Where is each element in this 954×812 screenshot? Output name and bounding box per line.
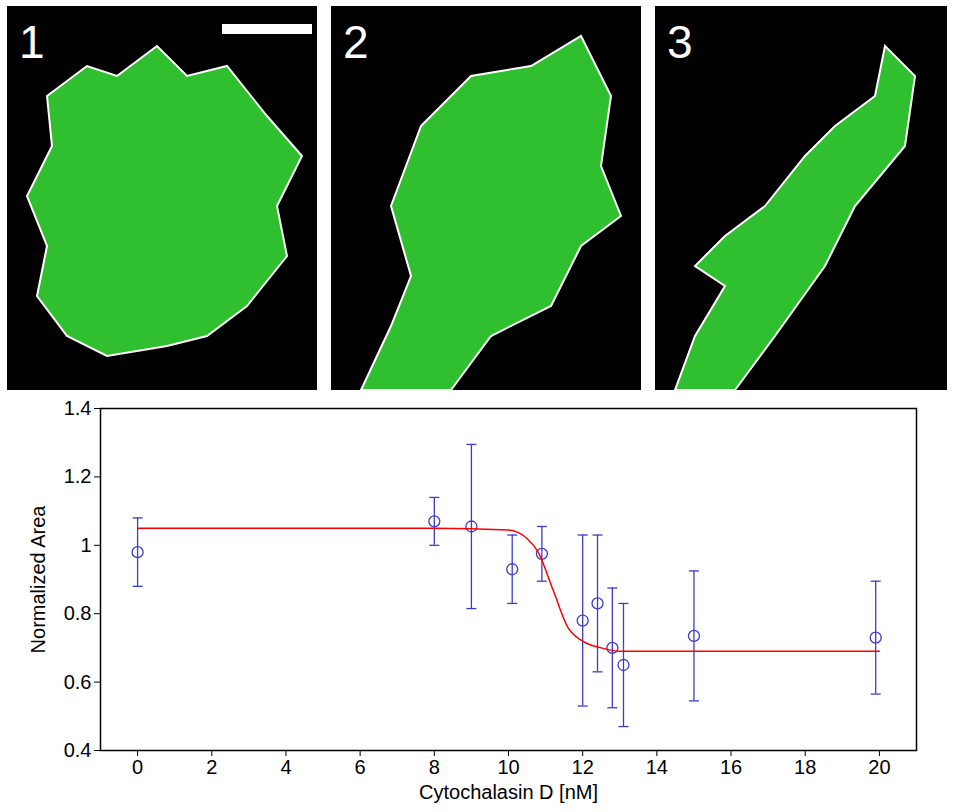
svg-text:0.8: 0.8 bbox=[64, 602, 92, 624]
svg-text:6: 6 bbox=[355, 756, 366, 778]
svg-text:4: 4 bbox=[280, 756, 291, 778]
svg-text:10: 10 bbox=[497, 756, 519, 778]
svg-text:2: 2 bbox=[343, 16, 369, 68]
svg-text:14: 14 bbox=[646, 756, 668, 778]
svg-text:Cytochalasin D [nM]: Cytochalasin D [nM] bbox=[419, 781, 598, 803]
svg-text:1: 1 bbox=[80, 534, 91, 556]
svg-text:16: 16 bbox=[720, 756, 742, 778]
svg-text:0: 0 bbox=[132, 756, 143, 778]
svg-text:1: 1 bbox=[19, 16, 45, 68]
svg-text:0.6: 0.6 bbox=[64, 671, 92, 693]
svg-text:1.2: 1.2 bbox=[64, 465, 92, 487]
svg-text:Normalized Area: Normalized Area bbox=[27, 505, 49, 654]
svg-text:8: 8 bbox=[429, 756, 440, 778]
svg-text:3: 3 bbox=[667, 16, 693, 68]
svg-text:12: 12 bbox=[572, 756, 594, 778]
svg-text:20: 20 bbox=[868, 756, 890, 778]
svg-text:1.4: 1.4 bbox=[64, 397, 92, 419]
svg-text:2: 2 bbox=[206, 756, 217, 778]
svg-text:0.4: 0.4 bbox=[64, 739, 92, 761]
svg-text:18: 18 bbox=[794, 756, 816, 778]
